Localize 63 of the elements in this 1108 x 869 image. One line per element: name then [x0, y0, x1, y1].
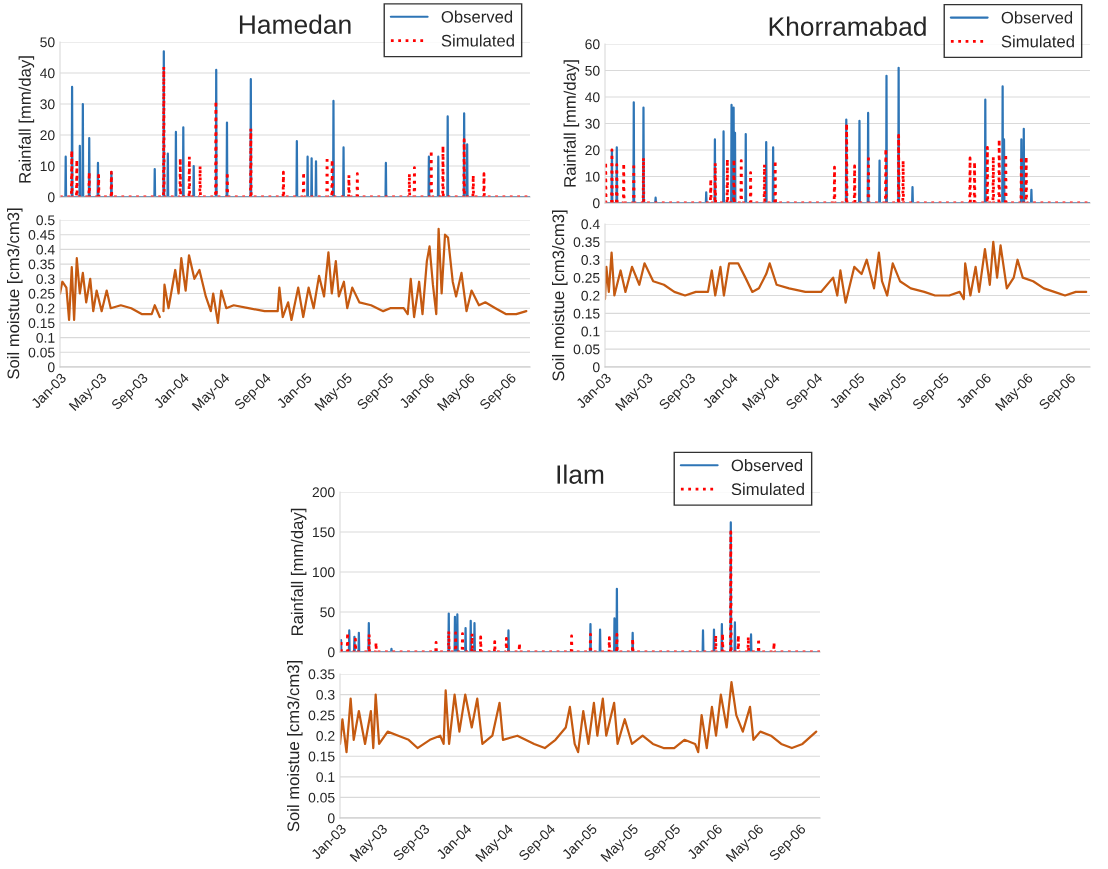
y-tick-label: 0.3: [581, 255, 600, 265]
y-tick-label: 0.4: [36, 244, 55, 255]
y-axis-title: Soil moistue [cm3/cm3]: [552, 210, 568, 381]
y-tick-label: 20: [585, 145, 600, 156]
y-tick-label: 0.05: [573, 344, 600, 355]
y-tick-label: 0.05: [308, 792, 335, 803]
y-tick-label: 0: [47, 362, 55, 373]
y-tick-label: 0.35: [308, 669, 335, 680]
y-tick-label: 60: [585, 39, 600, 50]
y-tick-label: 50: [40, 37, 55, 48]
y-tick-label: 0.15: [28, 318, 55, 329]
y-tick-label: 150: [313, 527, 335, 538]
y-tick-label: 0.25: [308, 710, 335, 721]
y-tick-label: 10: [585, 171, 600, 182]
y-tick-label: 0.1: [581, 326, 600, 337]
y-axis-title: Rainfall [mm/day]: [18, 56, 35, 183]
y-tick-label: 0.25: [28, 288, 55, 299]
y-tick-label: 40: [585, 92, 600, 103]
y-tick-label: 0.3: [316, 689, 335, 700]
y-tick-label: 10: [40, 161, 55, 172]
y-tick-label: 20: [40, 130, 55, 141]
y-tick-label: 0.5: [36, 215, 55, 226]
legend-label: Observed: [441, 10, 513, 23]
y-axis-title: Rainfall [mm/day]: [563, 60, 580, 187]
y-tick-label: 0.1: [36, 332, 55, 343]
y-tick-label: 0: [592, 362, 600, 373]
chart-title: Khorramabad: [769, 16, 926, 36]
y-tick-label: 0: [327, 647, 335, 658]
y-tick-label: 0.35: [573, 237, 600, 248]
y-tick-label: 0.2: [36, 303, 55, 314]
y-tick-label: 30: [585, 118, 600, 129]
legend-label: Simulated: [1001, 35, 1074, 48]
y-tick-label: 0.2: [316, 731, 335, 741]
y-tick-label: 0.05: [28, 347, 55, 358]
chart-title: Hamedan: [239, 14, 351, 34]
y-tick-label: 0: [592, 198, 600, 209]
y-tick-label: 0.35: [28, 259, 55, 270]
y-tick-label: 50: [585, 65, 600, 76]
y-tick-label: 0.2: [581, 290, 600, 301]
y-axis-title: Rainfall [mm/day]: [290, 508, 307, 635]
y-tick-label: 30: [40, 99, 55, 110]
chart-title: Ilam: [557, 464, 604, 484]
y-tick-label: 0.4: [581, 219, 600, 230]
y-tick-label: 0.15: [573, 308, 600, 319]
legend-label: Observed: [1001, 11, 1073, 24]
y-tick-label: 0.25: [573, 272, 600, 283]
y-tick-label: 0: [47, 192, 55, 203]
y-axis-title: Soil moistue [cm3/cm3]: [287, 661, 303, 832]
y-tick-label: 0.15: [308, 751, 335, 762]
y-tick-label: 0: [327, 813, 335, 824]
y-tick-label: 40: [40, 68, 55, 79]
y-tick-label: 0.45: [28, 230, 55, 240]
y-tick-label: 100: [313, 567, 335, 578]
y-tick-label: 50: [320, 607, 335, 618]
line-series: [605, 240, 1088, 304]
y-axis-title: Soil moistue [cm3/cm3]: [7, 208, 23, 379]
line-series: [340, 681, 818, 754]
legend-label: Observed: [731, 459, 803, 472]
y-tick-label: 0.3: [36, 274, 55, 284]
legend-label: Simulated: [441, 34, 514, 47]
y-tick-label: 0.1: [316, 772, 335, 783]
y-tick-label: 200: [312, 487, 335, 498]
legend-label: Simulated: [731, 482, 804, 496]
